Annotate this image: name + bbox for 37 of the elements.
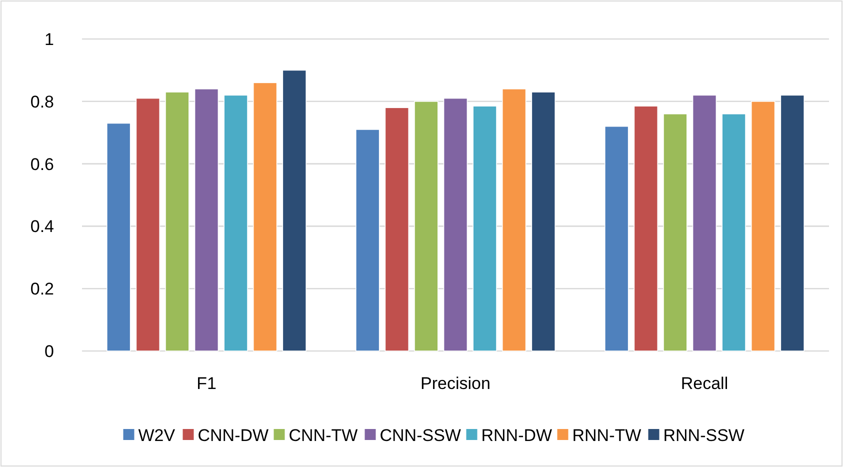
legend-label: CNN-DW <box>198 426 269 445</box>
y-tick-label: 0.2 <box>30 280 54 299</box>
y-tick-label: 0 <box>44 342 54 361</box>
bar <box>663 113 688 352</box>
bar <box>502 88 526 352</box>
bar <box>692 94 717 352</box>
bar <box>282 70 306 352</box>
bar <box>136 98 160 352</box>
bar <box>106 122 131 352</box>
bar <box>634 106 658 352</box>
bar <box>252 82 278 352</box>
bar <box>224 94 248 352</box>
y-tick-label: 0.4 <box>30 217 54 236</box>
y-tick-label: 1 <box>44 30 54 49</box>
bar <box>194 88 219 352</box>
legend-label: CNN-SSW <box>380 426 461 445</box>
x-tick-label: Precision <box>420 374 490 393</box>
bar <box>531 92 556 352</box>
legend-label: CNN-TW <box>288 426 358 445</box>
legend-label: W2V <box>138 426 176 445</box>
legend-label: RNN-TW <box>572 426 642 445</box>
bar <box>750 101 776 352</box>
y-tick-label: 0.6 <box>30 154 54 174</box>
bar <box>604 126 629 352</box>
bar <box>356 129 380 352</box>
bar <box>384 107 410 352</box>
bar <box>443 98 468 352</box>
legend-label: RNN-SSW <box>663 426 744 445</box>
bar <box>414 101 438 352</box>
y-tick-label: 0.8 <box>30 92 54 112</box>
x-tick-label: Recall <box>680 374 728 393</box>
legend-label: RNN-DW <box>481 426 552 445</box>
bar <box>165 92 190 352</box>
bar <box>472 106 497 352</box>
x-tick-label: F1 <box>196 374 216 393</box>
bar <box>780 94 804 352</box>
bar <box>722 113 746 352</box>
